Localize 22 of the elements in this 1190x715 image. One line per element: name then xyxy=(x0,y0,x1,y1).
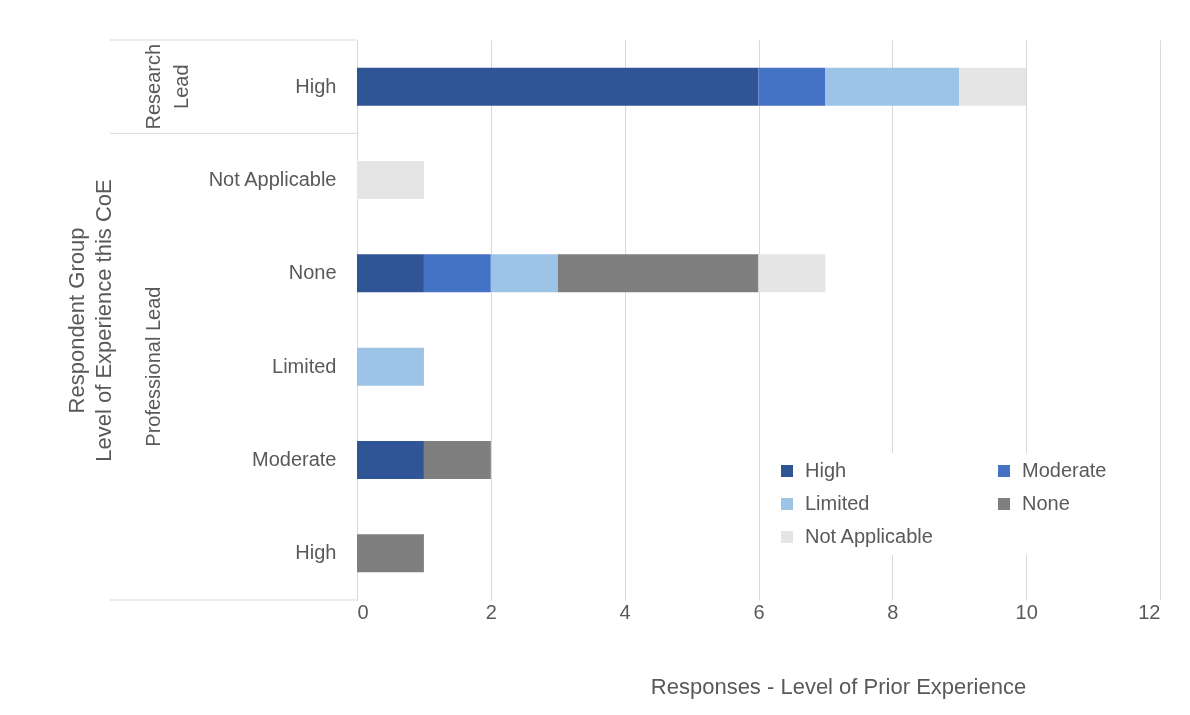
legend-label: Limited xyxy=(805,492,870,514)
legend-label: High xyxy=(805,459,847,481)
legend-label: None xyxy=(1022,492,1070,514)
y-tick-label: Not Applicable xyxy=(208,168,337,190)
x-tick-label: 2 xyxy=(485,600,497,623)
x-tick-label: 10 xyxy=(1015,600,1038,623)
y-tick-label: Moderate xyxy=(252,448,337,470)
x-axis-title: Responses - Level of Prior Experience xyxy=(650,673,1027,699)
y-tick-label: Limited xyxy=(272,354,337,377)
x-tick-label: 6 xyxy=(753,600,765,623)
y-tick-label: None xyxy=(288,261,337,284)
y-axis-title: Respondent Group Level of Experience this CoE xyxy=(63,179,116,462)
x-tick-label: 8 xyxy=(887,600,899,623)
legend-label: Not Applicable xyxy=(805,525,933,547)
text: Research Lead xyxy=(142,43,192,130)
legend-label: Moderate xyxy=(1022,459,1107,481)
y-tick-label: High xyxy=(295,541,337,564)
x-tick-label: 0 xyxy=(357,600,369,623)
y-tick-label: High xyxy=(295,74,337,97)
x-tick-label: 12 xyxy=(1138,600,1161,623)
text: Professional Lead xyxy=(142,286,164,447)
x-tick-label: 4 xyxy=(619,600,631,623)
